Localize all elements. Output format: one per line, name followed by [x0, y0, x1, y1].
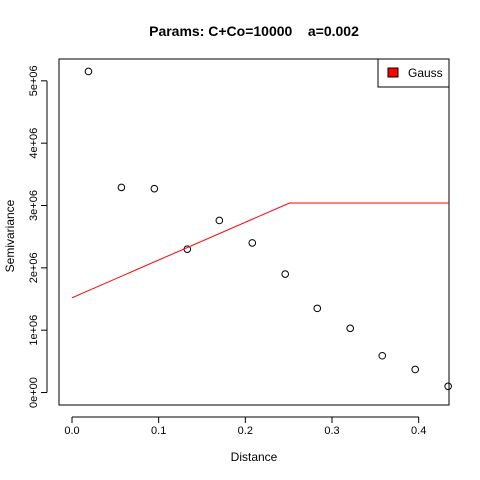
y-tick-label: 0e+00	[28, 377, 40, 408]
y-tick-label: 1e+06	[28, 315, 40, 346]
x-axis-label: Distance	[231, 450, 278, 464]
data-point	[84, 67, 93, 76]
x-tick-label: 0.4	[411, 425, 426, 437]
y-tick-label: 4e+06	[28, 128, 40, 159]
chart-legend: Gauss	[377, 58, 450, 88]
data-point	[378, 351, 387, 360]
data-point	[346, 324, 355, 333]
legend-swatch	[387, 67, 399, 78]
y-axis-label: Semivariance	[3, 199, 17, 272]
y-tick-label: 5e+06	[28, 65, 40, 96]
model-line-gauss	[71, 202, 449, 299]
y-tick-label: 2e+06	[28, 252, 40, 283]
plot-frame	[58, 58, 450, 406]
data-point	[117, 183, 126, 192]
legend-label: Gauss	[408, 66, 443, 80]
x-tick-label: 0.2	[238, 425, 253, 437]
data-point	[411, 365, 420, 374]
x-tick-label: 0.3	[324, 425, 339, 437]
data-point	[444, 382, 452, 391]
x-tick-label: 0.0	[64, 425, 79, 437]
data-point	[248, 239, 257, 247]
y-tick-label: 3e+06	[28, 190, 40, 221]
data-point	[215, 216, 224, 225]
chart-marks: 0.0 0.1 0.2 0.3 0.4 0e+00 1e+06 2e+06 3e+06 4e+06…	[28, 65, 452, 437]
chart-title: Params: C+Co=10000 a=0.002	[149, 23, 359, 39]
data-point	[281, 270, 290, 278]
data-point	[313, 304, 322, 313]
data-point	[150, 184, 159, 193]
x-tick-label: 0.1	[151, 425, 166, 437]
